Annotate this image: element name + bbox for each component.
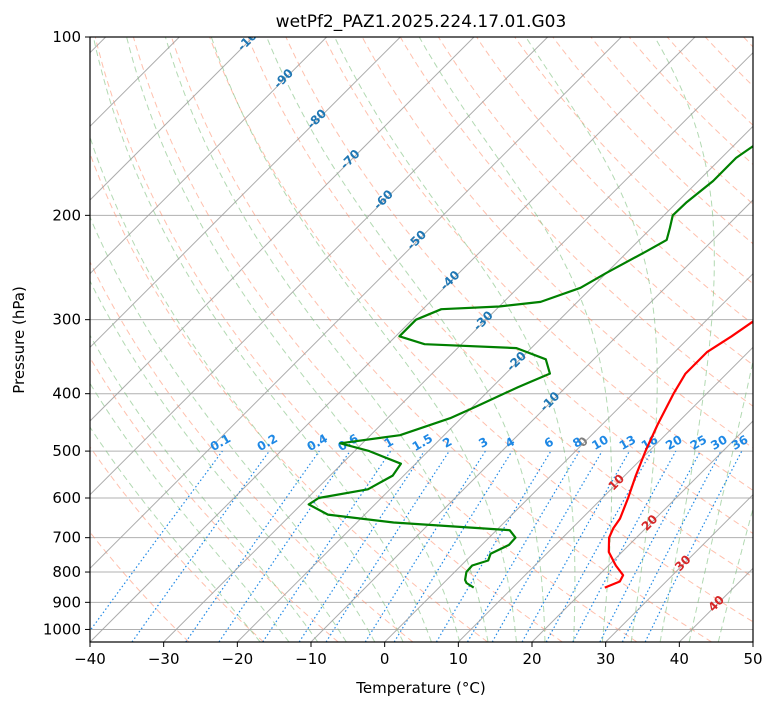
isotherm-line xyxy=(90,37,696,642)
x-axis-title: Temperature (°C) xyxy=(355,679,485,697)
plot-frame xyxy=(89,36,754,643)
plot-area: -100-90-80-70-60-50-40-30-20-10010203040… xyxy=(90,37,753,642)
isotherm-line xyxy=(310,199,753,642)
dewpoint-profile-line xyxy=(307,144,753,589)
isotherm-line xyxy=(531,420,753,642)
x-axis-ticks: −40 −30 −20 −10 0 10 20 30 40 50 xyxy=(74,642,763,668)
x-tick-label: 20 xyxy=(522,650,541,668)
y-tick-label: 400 xyxy=(52,385,81,403)
dry-adiabat xyxy=(90,260,414,642)
y-tick-label: 700 xyxy=(52,529,81,547)
moist-adiabat xyxy=(210,37,517,642)
y-tick-label: 900 xyxy=(52,593,81,611)
isotherm-line xyxy=(90,37,254,201)
y-tick-label: 600 xyxy=(52,489,81,507)
y-axis-title: Pressure (hPa) xyxy=(10,286,28,394)
isotherm-line xyxy=(236,125,753,642)
dry-adiabat xyxy=(628,37,753,166)
moist-adiabat xyxy=(90,382,290,642)
y-tick-label: 200 xyxy=(52,206,81,224)
x-tick-label: 50 xyxy=(743,650,762,668)
moist-adiabat xyxy=(126,37,461,642)
moist-adiabat xyxy=(90,426,261,642)
mixing-ratio-line xyxy=(262,450,392,642)
dry-adiabat xyxy=(90,446,264,642)
x-tick-label: −10 xyxy=(295,650,327,668)
x-tick-label: 0 xyxy=(380,650,390,668)
mixing-ratio-line xyxy=(298,450,425,642)
dry-adiabat xyxy=(514,37,753,285)
mixing-ratio-line xyxy=(218,450,351,642)
mixing-ratio-line xyxy=(393,450,513,642)
y-axis-ticks: 100 200 300 400 500 600 700 800 900 1000 xyxy=(43,28,90,638)
y-tick-label: 300 xyxy=(52,311,81,329)
x-tick-label: 30 xyxy=(596,650,615,668)
mixing-ratio-line xyxy=(644,450,743,642)
mixing-ratio-line xyxy=(131,450,270,642)
temperature-profile-line xyxy=(604,320,753,589)
isotherm-line xyxy=(605,493,753,642)
moist-adiabat xyxy=(334,37,576,642)
dry-adiabat xyxy=(476,37,753,325)
pressure-gridlines xyxy=(90,37,753,630)
mixing-ratio-line xyxy=(325,450,450,642)
moist-adiabat xyxy=(688,358,753,642)
moist-adiabat xyxy=(90,334,319,642)
moist-adiabat xyxy=(92,37,432,642)
chart-title: wetPf2_PAZ1.2025.224.17.01.G03 xyxy=(276,12,567,32)
y-tick-label: 500 xyxy=(52,442,81,460)
x-tick-label: 40 xyxy=(670,650,689,668)
x-tick-label: 10 xyxy=(449,650,468,668)
x-tick-label: −40 xyxy=(74,650,106,668)
mixing-ratio-line xyxy=(90,450,223,632)
mixing-ratio-line xyxy=(545,450,653,642)
isotherm-line xyxy=(90,37,475,422)
y-tick-label: 100 xyxy=(52,28,81,46)
y-tick-label: 800 xyxy=(52,563,81,581)
moist-adiabat xyxy=(654,37,715,642)
mixing-ratio-line xyxy=(521,450,631,642)
y-tick-label: 1000 xyxy=(43,620,81,638)
isotherm-line xyxy=(163,51,753,642)
moist-adiabat xyxy=(90,215,376,642)
mixing-ratio-lines xyxy=(90,450,743,642)
sounding-profiles xyxy=(307,144,753,589)
moist-adiabat xyxy=(164,37,489,642)
moist-adiabats xyxy=(90,37,753,642)
isotherm-line xyxy=(457,346,753,642)
dry-adiabat xyxy=(323,37,753,491)
mixing-ratio-line xyxy=(185,450,320,642)
moist-adiabat xyxy=(266,37,546,642)
isotherm-line xyxy=(90,37,622,570)
moist-adiabat xyxy=(418,37,613,642)
isotherm-line xyxy=(90,37,401,349)
x-tick-label: −30 xyxy=(148,650,180,668)
isotherm-line xyxy=(90,37,549,496)
dry-adiabat xyxy=(209,37,753,623)
moist-adiabat xyxy=(717,506,753,642)
isotherm-line xyxy=(90,37,328,275)
isotherm-line xyxy=(384,272,753,642)
dry-adiabat xyxy=(94,37,563,642)
moist-adiabat xyxy=(90,135,404,642)
isotherms xyxy=(90,37,753,642)
dry-adiabats xyxy=(90,37,753,642)
dry-adiabat xyxy=(247,37,753,578)
x-tick-label: −20 xyxy=(222,650,254,668)
dry-adiabat xyxy=(399,37,753,407)
dry-adiabat xyxy=(132,37,638,642)
moist-adiabat xyxy=(525,37,658,642)
